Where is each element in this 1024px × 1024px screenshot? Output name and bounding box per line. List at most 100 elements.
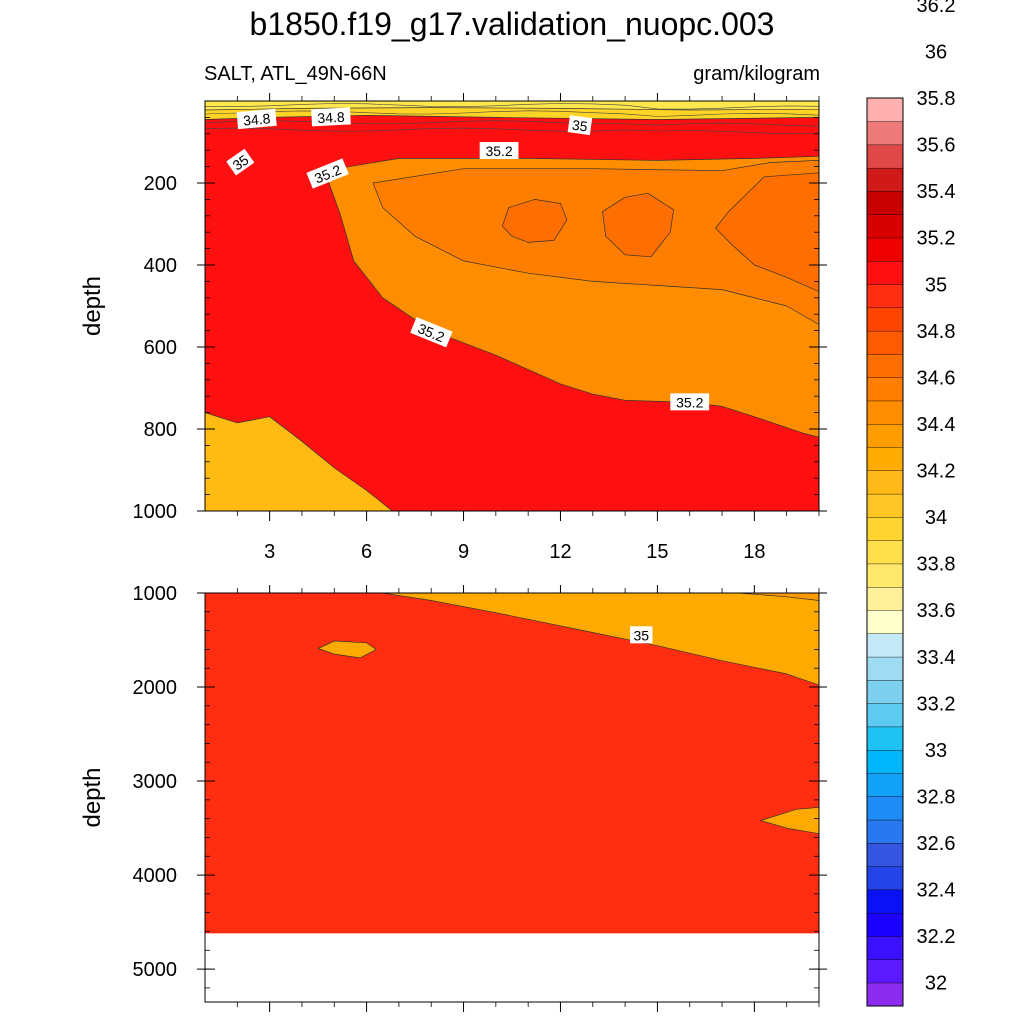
colorbar-label: 34.6 xyxy=(917,367,956,389)
contour-label-text: 35.2 xyxy=(485,143,512,159)
colorbar-swatch-14 xyxy=(866,656,904,681)
colorbar-label: 35.4 xyxy=(917,181,956,203)
colorbar-swatch-30 xyxy=(866,284,904,309)
colorbar-swatch-11 xyxy=(866,726,904,751)
y-tick-label: 1000 xyxy=(133,583,178,605)
colorbar-swatch-13 xyxy=(866,679,904,704)
contour-label-4: 35.2 xyxy=(479,142,519,160)
contour-region-3 xyxy=(715,172,819,292)
contour-region-2 xyxy=(372,160,819,325)
contour-line-1 xyxy=(205,110,819,117)
contour-line-2 xyxy=(205,120,819,127)
figure-title: b1850.f19_g17.validation_nuopc.003 xyxy=(249,6,775,42)
contour-region-4 xyxy=(501,199,568,243)
colorbar: 32 32.2 32.4 32.6 32.8 33 33.2 33.4 33.6 33.8 34 34… xyxy=(866,0,956,1007)
contour-label-text: 35 xyxy=(571,117,589,135)
colorbar-swatch-25 xyxy=(866,400,904,425)
colorbar-swatch-33 xyxy=(866,214,904,239)
contour-label-text: 34.8 xyxy=(317,109,345,126)
colorbar-swatch-28 xyxy=(866,330,904,355)
colorbar-label: 35.2 xyxy=(917,228,956,250)
x-tick-label: 9 xyxy=(458,541,469,563)
contour-label-box xyxy=(311,107,351,127)
colorbar-swatch-38 xyxy=(866,97,904,122)
colorbar-swatch-5 xyxy=(866,866,904,891)
colorbar-swatch-37 xyxy=(866,121,904,146)
colorbar-swatch-3 xyxy=(866,912,904,937)
colorbar-swatch-22 xyxy=(866,470,904,495)
y-tick-label: 5000 xyxy=(133,959,178,981)
colorbar-swatch-16 xyxy=(866,610,904,634)
colorbar-label: 34 xyxy=(925,507,947,529)
contour-line-0 xyxy=(205,103,819,110)
y-tick-label: 200 xyxy=(144,173,177,195)
colorbar-label: 36.2 xyxy=(917,0,956,17)
contour-label-box xyxy=(226,148,255,176)
x-axis: 3 6 9 12 15 18 xyxy=(236,93,820,563)
colorbar-swatch-1 xyxy=(866,959,904,984)
colorbar-label: 35 xyxy=(925,274,947,296)
colorbar-swatch-29 xyxy=(866,307,904,332)
colorbar-label: 33.6 xyxy=(917,600,956,622)
colorbar-swatch-32 xyxy=(866,237,904,262)
contour-field xyxy=(205,593,819,934)
colorbar-swatch-27 xyxy=(866,353,904,378)
colorbar-swatch-20 xyxy=(866,516,904,541)
contour-region-0 xyxy=(382,593,819,686)
colorbar-swatch-8 xyxy=(866,796,904,821)
x-tick-label: 12 xyxy=(549,541,571,563)
colorbar-swatch-18 xyxy=(866,563,904,588)
colorbar-label: 32 xyxy=(925,973,947,995)
colorbar-label: 33 xyxy=(925,740,947,762)
contour-label-3: 35 xyxy=(226,148,255,176)
contour-label-box xyxy=(479,142,519,160)
contour-label-text: 35.2 xyxy=(676,394,703,410)
contour-label-box xyxy=(567,115,593,136)
colorbar-swatch-7 xyxy=(866,819,904,844)
colorbar-swatch-31 xyxy=(866,260,904,285)
units-subtitle: gram/kilogram xyxy=(693,63,820,85)
variable-subtitle: SALT, ATL_49N-66N xyxy=(204,63,387,85)
colorbar-swatch-15 xyxy=(866,633,904,658)
colorbar-label: 34.2 xyxy=(917,461,956,483)
colorbar-label: 35.8 xyxy=(917,88,956,110)
y-axis: 200 400 600 800 1000 depth xyxy=(79,100,827,523)
y-tick-label: 800 xyxy=(144,419,177,441)
contour-label-7: 35.2 xyxy=(670,393,710,411)
colorbar-swatch-19 xyxy=(866,540,904,565)
colorbar-swatch-26 xyxy=(866,377,904,402)
x-tick-label: 6 xyxy=(361,541,372,563)
lower-panel: 35 1000 2000 3000 4000 5000 depth xyxy=(79,583,827,1012)
colorbar-label: 32.2 xyxy=(917,926,956,948)
y-tick-label: 3000 xyxy=(133,771,178,793)
contour-label-0: 34.8 xyxy=(236,108,277,130)
y-axis-label: depth xyxy=(79,767,106,827)
contour-label-box xyxy=(306,158,349,189)
colorbar-swatch-17 xyxy=(866,586,904,611)
colorbar-swatch-24 xyxy=(866,423,904,448)
plot-frame xyxy=(204,100,820,512)
upper-panel: 34.8 34.8 353535.235.235.235.2200400600800… xyxy=(79,93,827,563)
y-tick-label: 4000 xyxy=(133,865,178,887)
contour-region-1 xyxy=(737,593,819,601)
contour-label-text: 35 xyxy=(633,627,649,643)
contour-region-2 xyxy=(317,640,377,659)
contour-label-1: 34.8 xyxy=(311,107,351,127)
colorbar-label: 34.8 xyxy=(917,321,956,343)
x-tick-label: 3 xyxy=(264,541,275,563)
x-axis xyxy=(236,585,820,1012)
contour-label-2: 35 xyxy=(567,115,593,136)
x-tick-label: 18 xyxy=(743,541,765,563)
colorbar-swatch-23 xyxy=(866,447,904,472)
colorbar-label: 32.4 xyxy=(917,880,956,902)
contour-label-text: 34.8 xyxy=(242,110,271,128)
colorbar-swatch-36 xyxy=(866,144,904,169)
y-axis: 1000 2000 3000 4000 5000 depth xyxy=(79,583,827,989)
colorbar-swatch-6 xyxy=(866,842,904,867)
contour-region-3 xyxy=(760,807,819,835)
contour-field xyxy=(205,101,819,511)
y-tick-label: 1000 xyxy=(133,501,178,523)
colorbar-swatch-35 xyxy=(866,167,904,192)
plot-frame xyxy=(204,592,820,1003)
colorbar-swatch-9 xyxy=(866,772,904,797)
